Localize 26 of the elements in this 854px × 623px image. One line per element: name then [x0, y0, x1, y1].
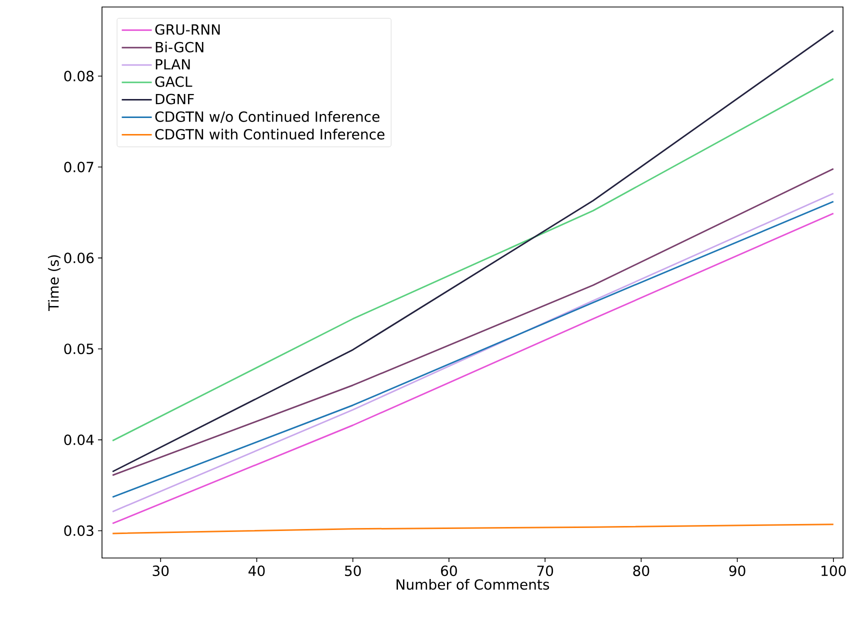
x-tick-label: 100: [822, 566, 846, 576]
y-tick-label: 0.03: [64, 525, 94, 536]
x-tick-label: 40: [248, 566, 265, 576]
line-series: [112, 524, 834, 534]
legend-label: Bi-GCN: [156, 42, 204, 52]
legend-label: DGNF: [156, 94, 194, 104]
x-tick-label: 50: [345, 566, 361, 576]
line-series: [112, 168, 834, 476]
legend-label: GRU-RNN: [155, 24, 220, 35]
y-tick-label: 0.06: [64, 252, 94, 264]
x-axis-title: Number of Comments: [396, 578, 550, 590]
legend-label: PLAN: [156, 59, 190, 70]
line-series: [112, 78, 834, 442]
y-axis-title: Time (s): [48, 255, 60, 312]
legend-label: CDGTN with Continued Inference: [155, 128, 384, 140]
legend-label: CDGTN w/o Continued Inference: [155, 111, 380, 124]
y-tick-label: 0.05: [64, 344, 94, 354]
x-tick-label: 70: [537, 566, 554, 576]
x-tick-label: 30: [152, 566, 169, 576]
y-tick-label: 0.08: [64, 70, 94, 82]
y-tick-label: 0.07: [64, 162, 94, 172]
y-tick-label: 0.04: [64, 434, 94, 446]
x-tick-label: 60: [441, 566, 457, 576]
legend-label: GACL: [155, 76, 192, 87]
x-tick-label: 90: [729, 566, 746, 576]
x-tick-label: 80: [633, 566, 650, 576]
